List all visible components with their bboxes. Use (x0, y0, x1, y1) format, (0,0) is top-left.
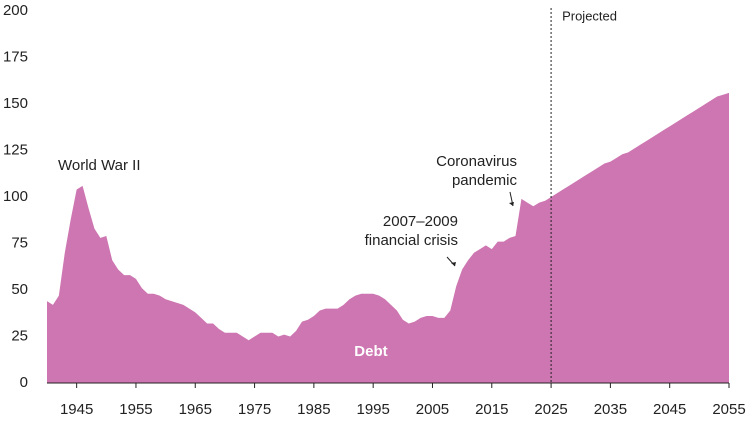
x-tick-label: 2055 (712, 401, 745, 418)
x-tick-label: 2035 (594, 401, 627, 418)
x-tick-label: 2045 (653, 401, 686, 418)
x-tick-label: 1965 (179, 401, 212, 418)
y-tick-label: 125 (3, 141, 28, 158)
y-tick-label: 150 (3, 95, 28, 112)
series-label: Debt (354, 343, 387, 360)
x-tick-label: 1945 (60, 401, 93, 418)
y-tick-label: 0 (20, 374, 28, 391)
x-tick-label: 2015 (475, 401, 508, 418)
x-tick-label: 2005 (416, 401, 449, 418)
arrow-head (451, 262, 456, 266)
y-tick-label: 50 (11, 281, 28, 298)
y-tick-label: 200 (3, 2, 28, 19)
y-tick-label: 25 (11, 327, 28, 344)
x-tick-label: 1995 (356, 401, 389, 418)
arrow-head (509, 202, 514, 206)
annotation: financial crisis (365, 232, 458, 249)
y-tick-label: 175 (3, 48, 28, 65)
x-tick-label: 1955 (119, 401, 152, 418)
x-tick-label: 1975 (238, 401, 271, 418)
y-tick-label: 100 (3, 188, 28, 205)
annotation: pandemic (452, 172, 518, 189)
x-tick-label: 2025 (534, 401, 567, 418)
annotation: Coronavirus (436, 153, 517, 170)
y-tick-label: 75 (11, 234, 28, 251)
annotation: 2007–2009 (383, 213, 458, 230)
x-tick-label: 1985 (297, 401, 330, 418)
area (47, 92, 729, 383)
projection-label: Projected (562, 8, 617, 23)
annotation: World War II (58, 157, 141, 174)
